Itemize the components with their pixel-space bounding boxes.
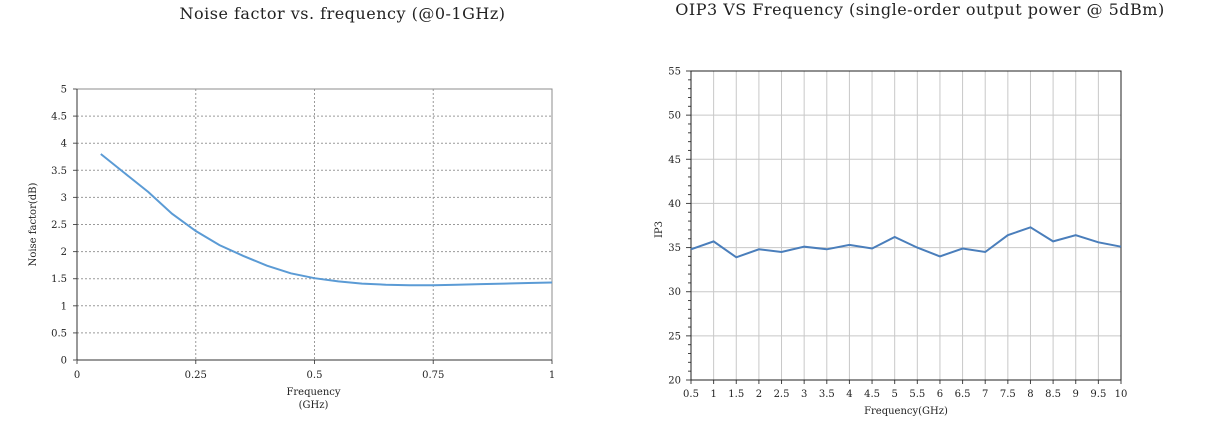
x-tick-label: 10 (1115, 389, 1128, 400)
chart1-title: Noise factor vs. frequency (@0-1GHz) (179, 4, 506, 23)
y-axis-label: IP3 (654, 221, 665, 238)
x-tick-label: 1 (549, 370, 555, 381)
x-tick-label: 1.5 (728, 389, 744, 400)
plot-frame (690, 70, 1122, 381)
x-tick-label: 2.5 (774, 389, 790, 400)
y-tick-label: 0 (61, 356, 67, 367)
x-axis-unit-label: (GHz) (299, 400, 329, 411)
x-tick-label: 1 (710, 389, 716, 400)
x-tick-label: 9 (1073, 389, 1079, 400)
y-tick-label: 25 (668, 331, 681, 342)
oip3-series-line (690, 226, 1122, 259)
x-tick-label: 0.5 (683, 389, 699, 400)
y-tick-label: 1.5 (51, 274, 67, 285)
y-tick-label: 4 (61, 139, 67, 150)
y-tick-label: 35 (668, 243, 681, 254)
y-tick-label: 40 (668, 199, 681, 210)
x-tick-label: 0 (74, 370, 80, 381)
y-tick-label: 4.5 (51, 112, 67, 123)
x-tick-label: 7 (982, 389, 988, 400)
y-tick-label: 50 (668, 111, 681, 122)
x-tick-label: 6 (937, 389, 943, 400)
x-tick-label: 9.5 (1090, 389, 1106, 400)
x-tick-label: 7.5 (1000, 389, 1016, 400)
x-tick-label: 0.75 (422, 370, 444, 381)
x-tick-label: 0.5 (307, 370, 323, 381)
x-axis-label: Frequency (286, 387, 340, 398)
x-tick-label: 6.5 (955, 389, 971, 400)
y-tick-label: 45 (668, 155, 681, 166)
y-tick-label: 3.5 (51, 166, 67, 177)
x-tick-label: 5 (891, 389, 897, 400)
y-tick-label: 5 (61, 85, 67, 96)
x-tick-label: 2 (756, 389, 762, 400)
y-tick-label: 55 (668, 67, 681, 78)
y-tick-label: 2 (61, 247, 67, 258)
y-tick-label: 20 (668, 376, 681, 387)
y-tick-label: 3 (61, 193, 67, 204)
y-tick-label: 0.5 (51, 328, 67, 339)
noise-factor-series-line (100, 153, 553, 287)
x-tick-label: 5.5 (909, 389, 925, 400)
y-tick-label: 1 (61, 301, 67, 312)
x-axis-label: Frequency(GHz) (864, 406, 948, 417)
x-tick-label: 4 (846, 389, 852, 400)
x-tick-label: 3 (801, 389, 807, 400)
y-axis-label: Noise factor(dB) (28, 182, 39, 266)
x-tick-label: 0.25 (185, 370, 207, 381)
x-tick-label: 4.5 (864, 389, 880, 400)
x-tick-label: 3.5 (819, 389, 835, 400)
noise-factor-chart: 0 0.5 1 1.5 2 2.5 3 3.5 4 4.5 5 0 0.25 0.5 0.75 1 Freque… (28, 85, 555, 412)
chart2-title: OIP3 VS Frequency (single-order output p… (675, 0, 1165, 19)
x-tick-label: 8 (1027, 389, 1033, 400)
y-tick-label: 2.5 (51, 220, 67, 231)
x-tick-label: 8.5 (1045, 389, 1061, 400)
y-tick-label: 30 (668, 287, 681, 298)
